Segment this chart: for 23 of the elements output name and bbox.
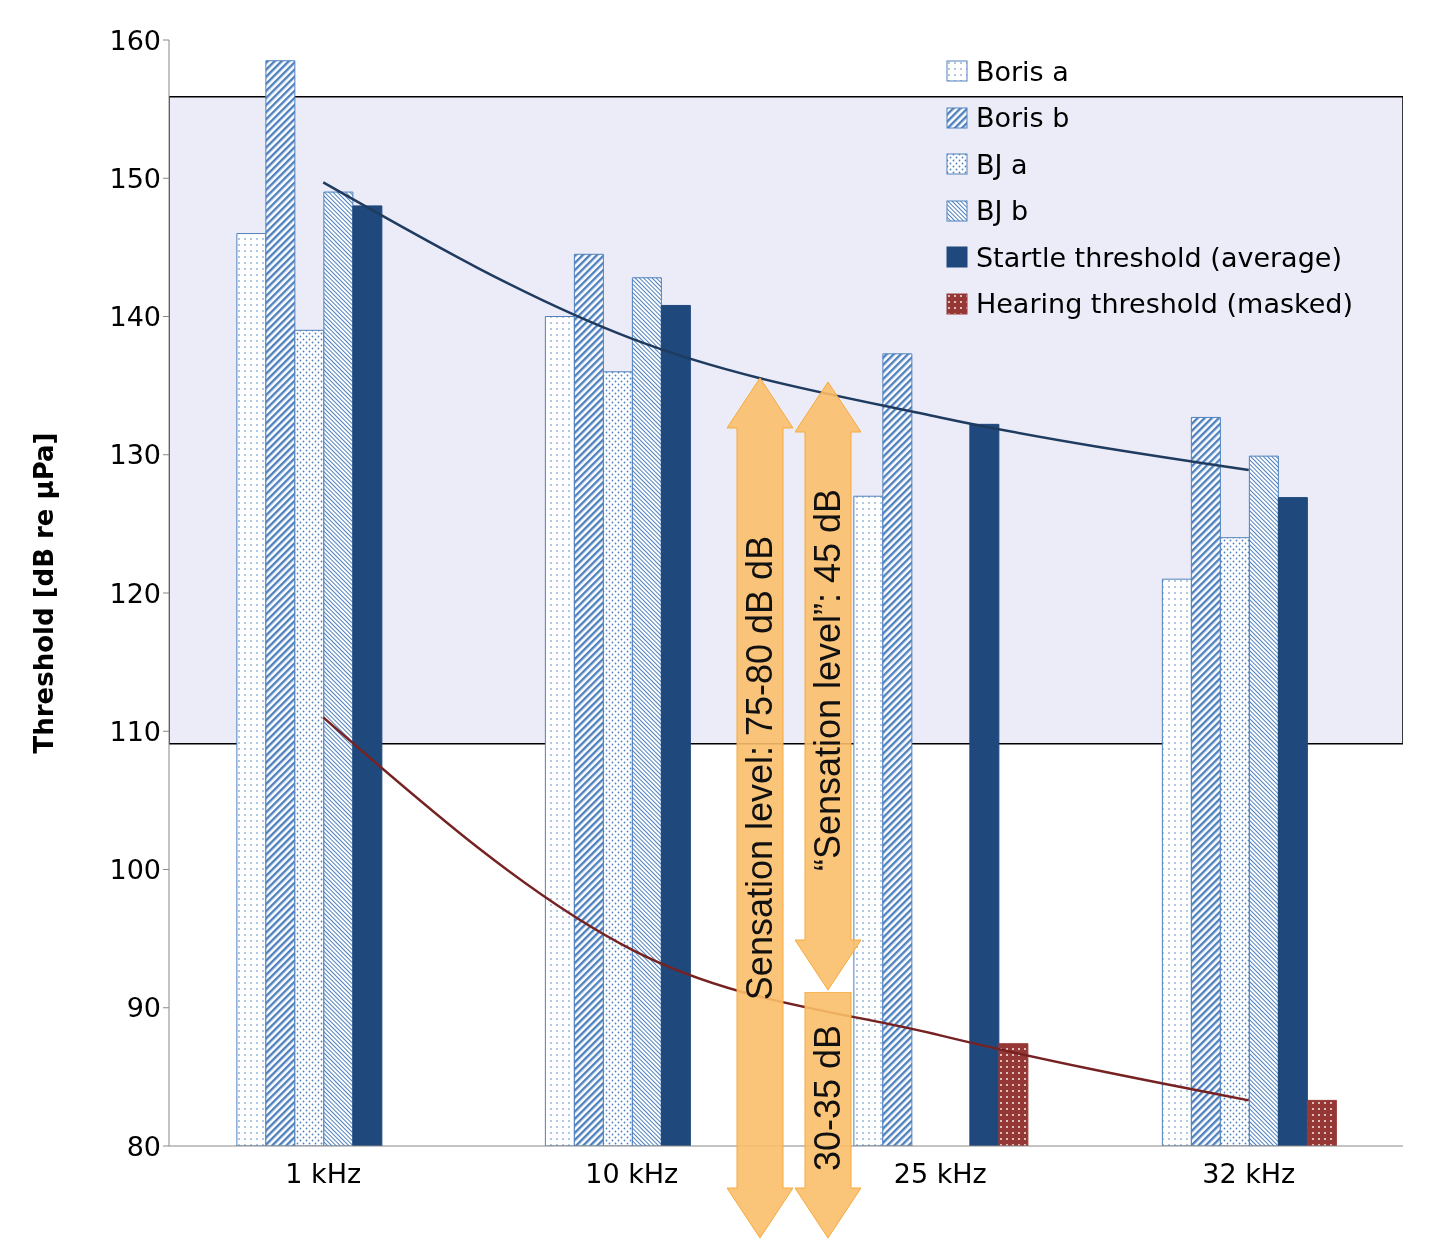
x-tick-label: 32 kHz <box>1202 1158 1296 1190</box>
x-tick-label: 10 kHz <box>585 1158 679 1190</box>
y-tick-label: 140 <box>109 301 161 333</box>
y-tick-label: 150 <box>109 162 161 194</box>
legend-label: Boris b <box>975 102 1070 134</box>
annotation: “Sensation level”: 45 dB <box>807 488 849 872</box>
y-tick-label: 80 <box>126 1130 161 1162</box>
annotation: 30-35 dB <box>807 1024 849 1172</box>
y-tick-label: 160 <box>109 24 161 56</box>
y-tick-label: 120 <box>109 577 161 609</box>
y-tick-label: 110 <box>109 715 161 747</box>
y-tick-label: 100 <box>109 854 161 886</box>
x-tick-label: 25 kHz <box>893 1158 987 1190</box>
legend-label: BJ a <box>975 148 1028 180</box>
y-tick-label: 130 <box>109 439 161 471</box>
x-tick-label: 1 kHz <box>285 1158 362 1190</box>
legend-label: Boris a <box>975 55 1069 87</box>
y-tick-label: 90 <box>126 992 161 1024</box>
legend-label: BJ b <box>975 195 1029 227</box>
legend-label: Hearing threshold (masked) <box>975 288 1353 320</box>
annotation: Sensation level: 75-80 dB dB <box>739 535 781 1001</box>
y-axis-title: Threshold [dB re µPa] <box>29 432 60 754</box>
legend-label: Startle threshold (average) <box>975 241 1342 273</box>
